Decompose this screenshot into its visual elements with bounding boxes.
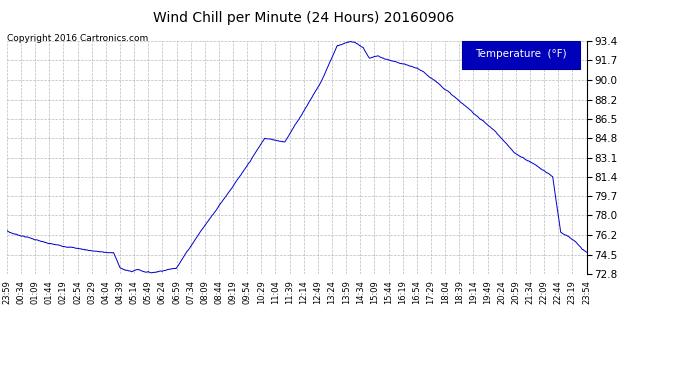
Text: Copyright 2016 Cartronics.com: Copyright 2016 Cartronics.com <box>7 34 148 43</box>
Text: Temperature  (°F): Temperature (°F) <box>475 50 566 59</box>
Text: Wind Chill per Minute (24 Hours) 20160906: Wind Chill per Minute (24 Hours) 2016090… <box>153 11 454 25</box>
